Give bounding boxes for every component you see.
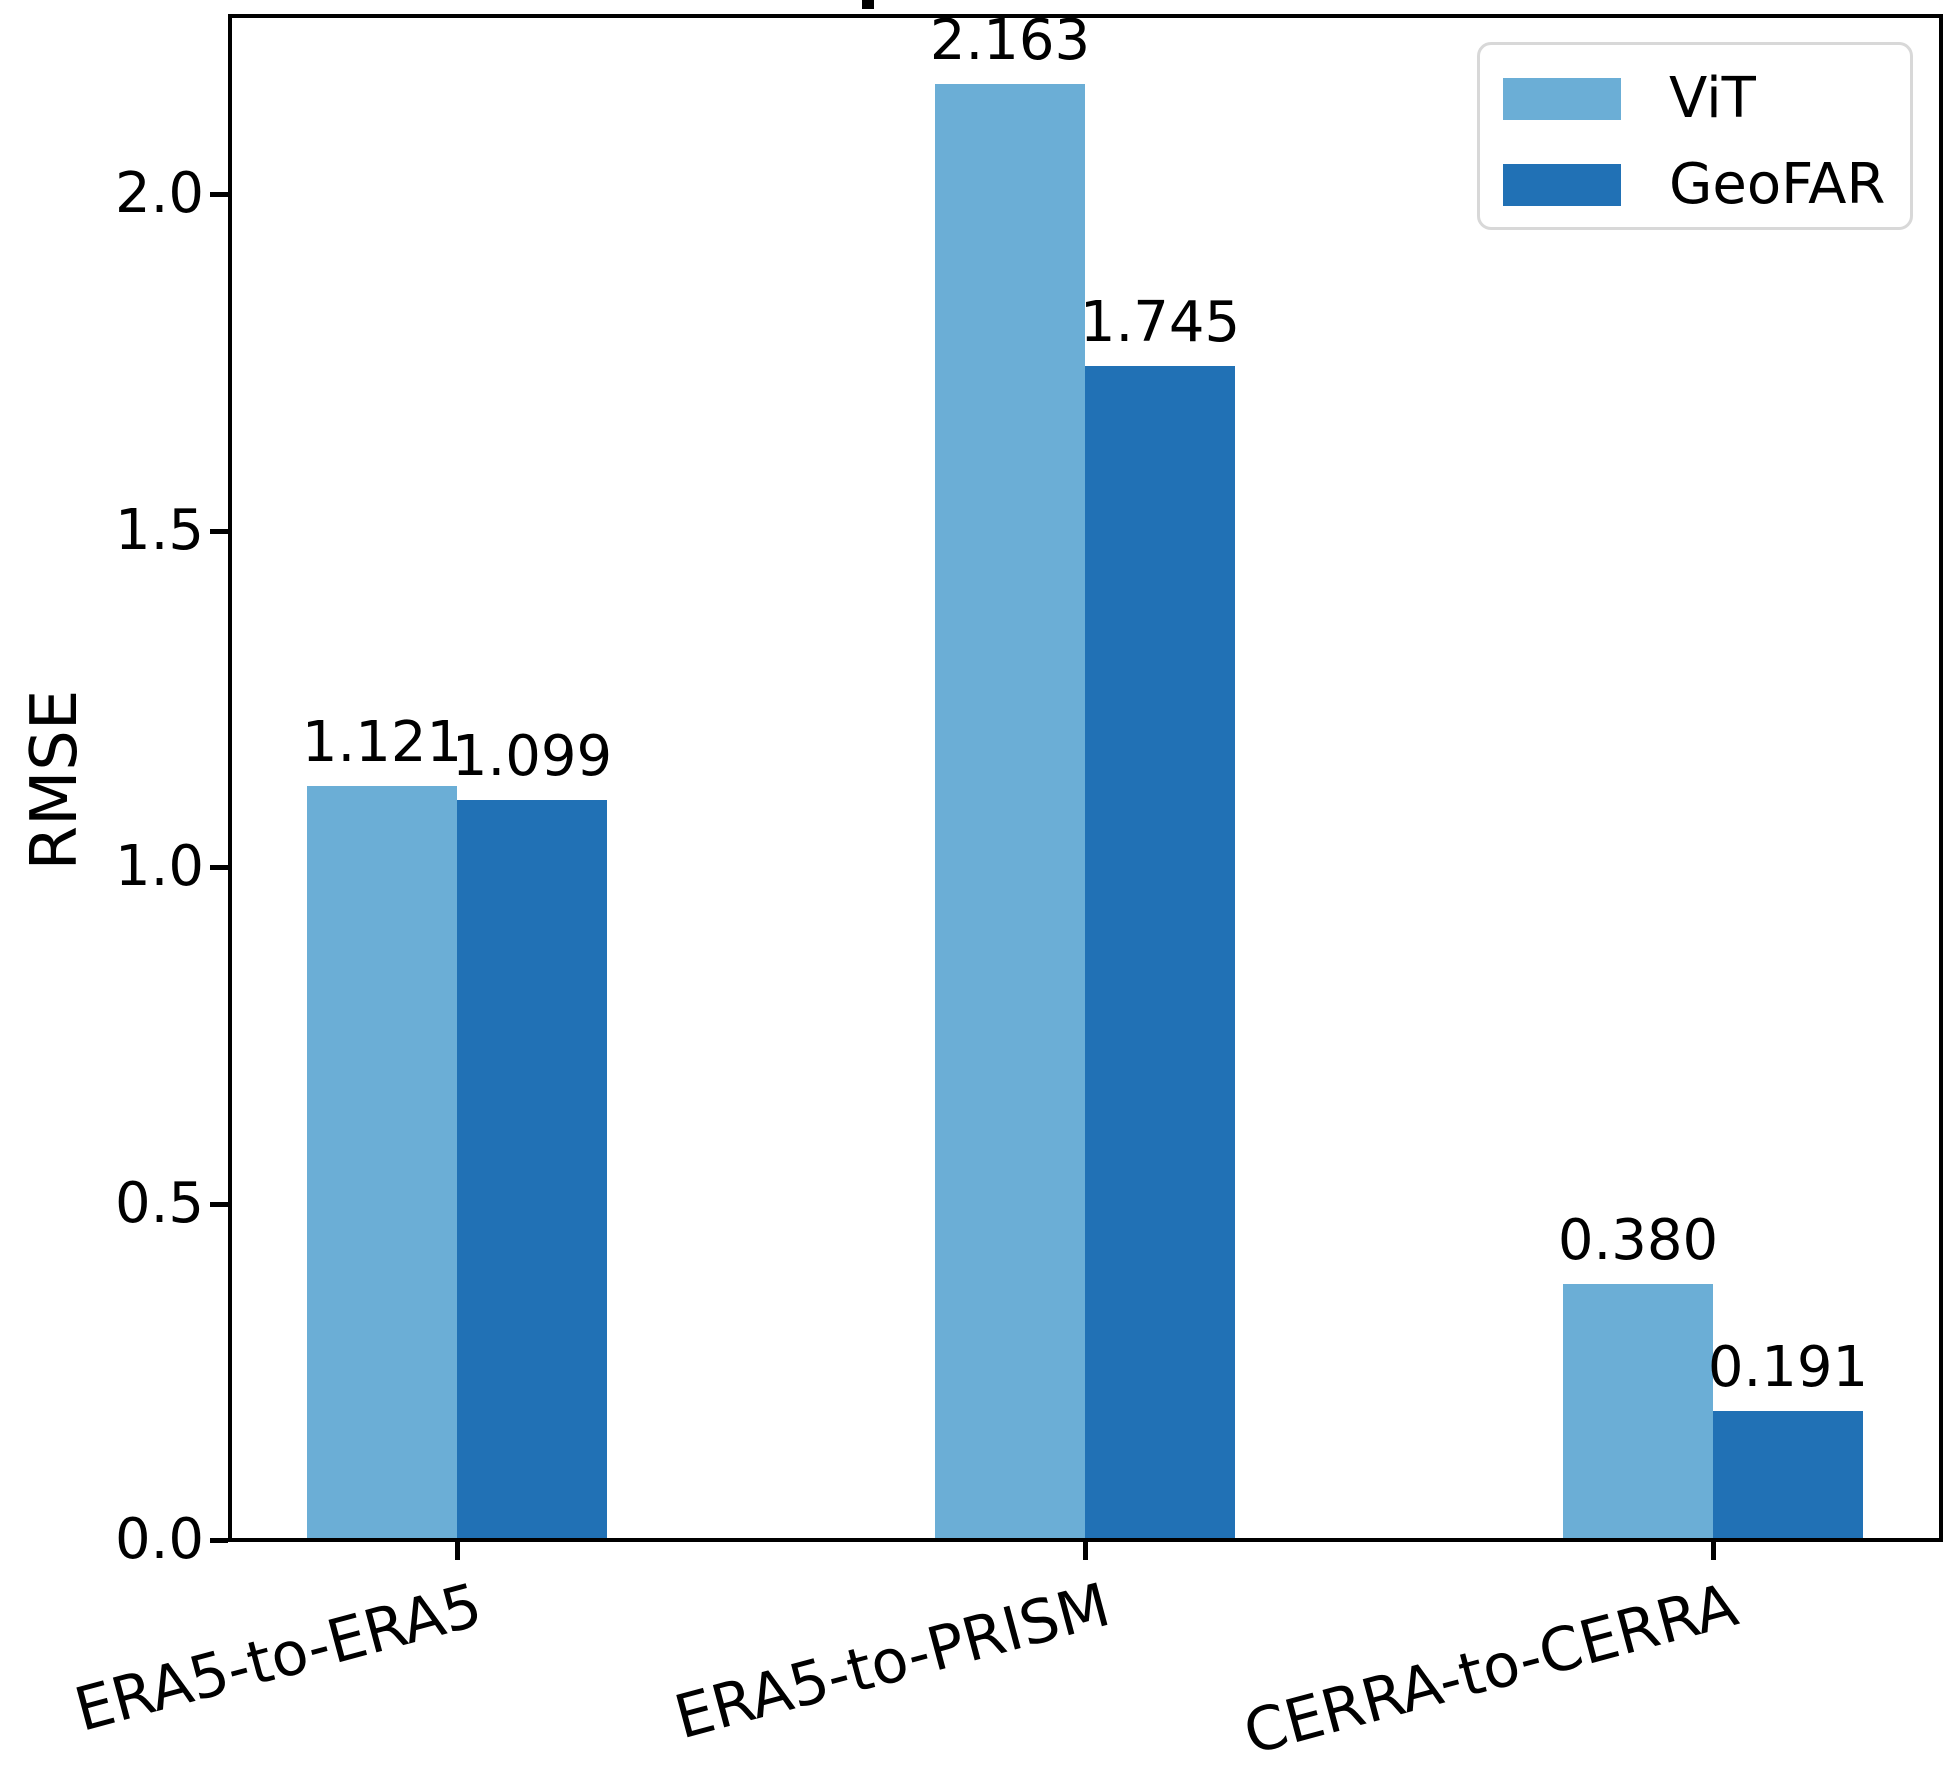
bar-value-label: 0.380 [1557, 1208, 1719, 1274]
y-tick-mark [210, 1538, 228, 1543]
bar-vit-era5-to-era5 [307, 785, 457, 1538]
legend-entry-vit: ViT [1503, 69, 1756, 129]
x-tick-label: ERA5-to-PRISM [667, 1570, 1117, 1754]
x-tick-mark [1083, 1542, 1088, 1560]
x-tick-mark [1711, 1542, 1716, 1560]
legend-entry-geofar: GeoFAR [1503, 155, 1885, 215]
bar-value-label: 1.745 [1079, 289, 1241, 355]
x-tick-label: CERRA-to-CERRA [1236, 1570, 1745, 1769]
y-tick-label: 2.0 [114, 161, 204, 226]
x-tick-mark [455, 1542, 460, 1560]
y-tick-label: 1.5 [114, 497, 204, 563]
y-tick-mark [210, 192, 228, 197]
y-tick-mark [210, 865, 228, 870]
y-tick-label: 0.5 [114, 1170, 204, 1236]
y-tick-label: 0.0 [114, 1507, 204, 1572]
legend-swatch-geofar [1503, 164, 1621, 206]
bar-geofar-cerra-to-cerra [1713, 1411, 1863, 1538]
bar-value-label: 2.163 [929, 8, 1091, 74]
legend: ViT GeoFAR [1477, 42, 1913, 230]
legend-label-vit: ViT [1669, 66, 1756, 131]
y-tick-label: 1.0 [114, 834, 204, 899]
bar-value-label: 1.121 [301, 709, 463, 775]
bar-geofar-era5-to-era5 [457, 800, 607, 1538]
bar-geofar-era5-to-prism [1085, 365, 1235, 1538]
x-tick-label: ERA5-to-ERA5 [67, 1570, 489, 1746]
bar-vit-era5-to-prism [935, 84, 1085, 1538]
bar-value-label: 1.099 [451, 724, 613, 790]
cropped-title-descender [862, 0, 874, 9]
legend-swatch-vit [1503, 78, 1621, 120]
legend-label-geofar: GeoFAR [1669, 152, 1886, 217]
bar-vit-cerra-to-cerra [1563, 1284, 1713, 1538]
y-tick-mark [210, 1201, 228, 1207]
y-tick-mark [210, 528, 228, 534]
bar-value-label: 0.191 [1707, 1335, 1869, 1401]
